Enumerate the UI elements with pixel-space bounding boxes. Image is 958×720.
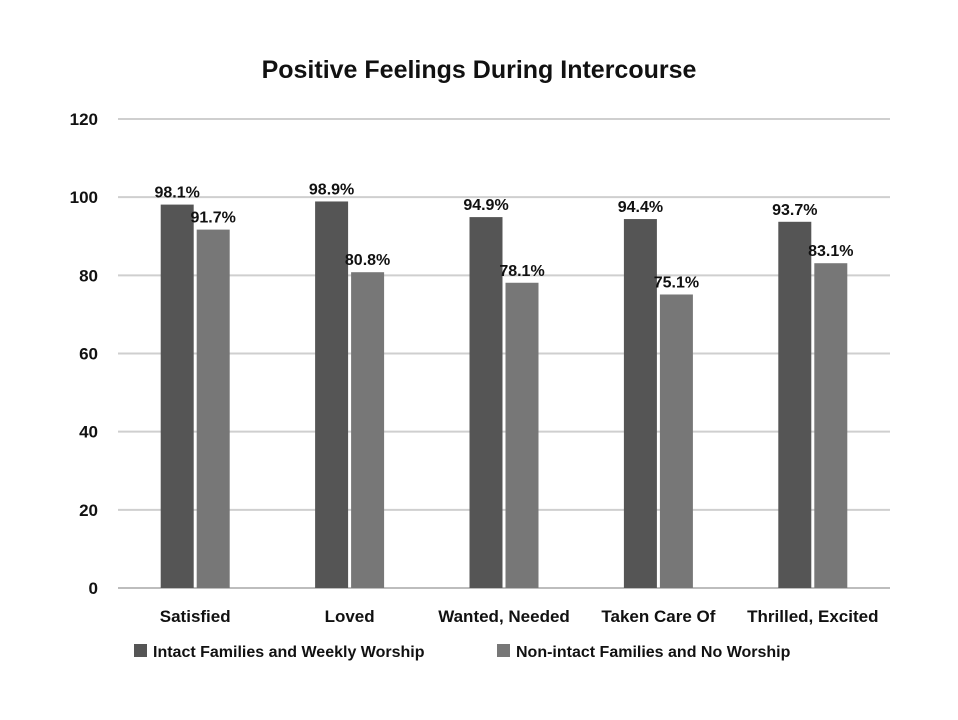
y-axis-ticks: 0 20 40 60 80 100 120	[70, 110, 98, 598]
bar-non-intact	[814, 263, 848, 588]
y-tick-label: 80	[79, 266, 98, 285]
data-label: 94.4%	[618, 199, 663, 216]
chart-title: Positive Feelings During Intercourse	[261, 56, 697, 84]
legend-label: Non-intact Families and No Worship	[516, 644, 791, 661]
y-tick-label: 60	[79, 345, 98, 364]
y-tick-label: 40	[79, 423, 98, 442]
bar-non-intact	[351, 272, 385, 588]
bars	[160, 201, 848, 589]
data-label: 93.7%	[772, 202, 817, 219]
data-label: 75.1%	[654, 274, 699, 291]
y-tick-label: 100	[70, 188, 98, 207]
bar-intact	[469, 217, 503, 588]
data-label: 98.9%	[309, 181, 354, 198]
data-label: 98.1%	[155, 185, 200, 202]
data-label: 83.1%	[808, 243, 853, 260]
legend-swatch	[134, 644, 147, 657]
bar-intact	[778, 221, 812, 588]
grid-lines	[118, 118, 890, 589]
bar-non-intact	[505, 282, 539, 588]
bar-non-intact	[196, 229, 230, 588]
data-labels: 98.1% 91.7% 98.9% 80.8% 94.9% 78.1% 94.4% 75.1%…	[155, 181, 854, 291]
x-tick-label: Taken Care Of	[601, 607, 715, 626]
x-tick-label: Loved	[325, 607, 375, 626]
bar-intact	[623, 219, 657, 588]
legend-swatch	[497, 644, 510, 657]
bar-intact	[160, 204, 194, 588]
legend: Intact Families and Weekly Worship Non-in…	[134, 644, 791, 661]
data-label: 80.8%	[345, 252, 390, 269]
y-tick-label: 20	[79, 501, 98, 520]
y-tick-label: 120	[70, 110, 98, 129]
x-tick-label: Satisfied	[160, 607, 231, 626]
x-axis-ticks: Satisfied Loved Wanted, Needed Taken Care O…	[160, 607, 879, 626]
data-label: 94.9%	[463, 197, 508, 214]
bar-non-intact	[659, 294, 693, 588]
data-label: 91.7%	[191, 210, 236, 227]
data-label: 78.1%	[499, 263, 544, 280]
y-tick-label: 0	[89, 579, 98, 598]
x-tick-label: Thrilled, Excited	[747, 607, 878, 626]
x-tick-label: Wanted, Needed	[438, 607, 570, 626]
bar-intact	[315, 201, 349, 589]
legend-label: Intact Families and Weekly Worship	[153, 644, 425, 661]
